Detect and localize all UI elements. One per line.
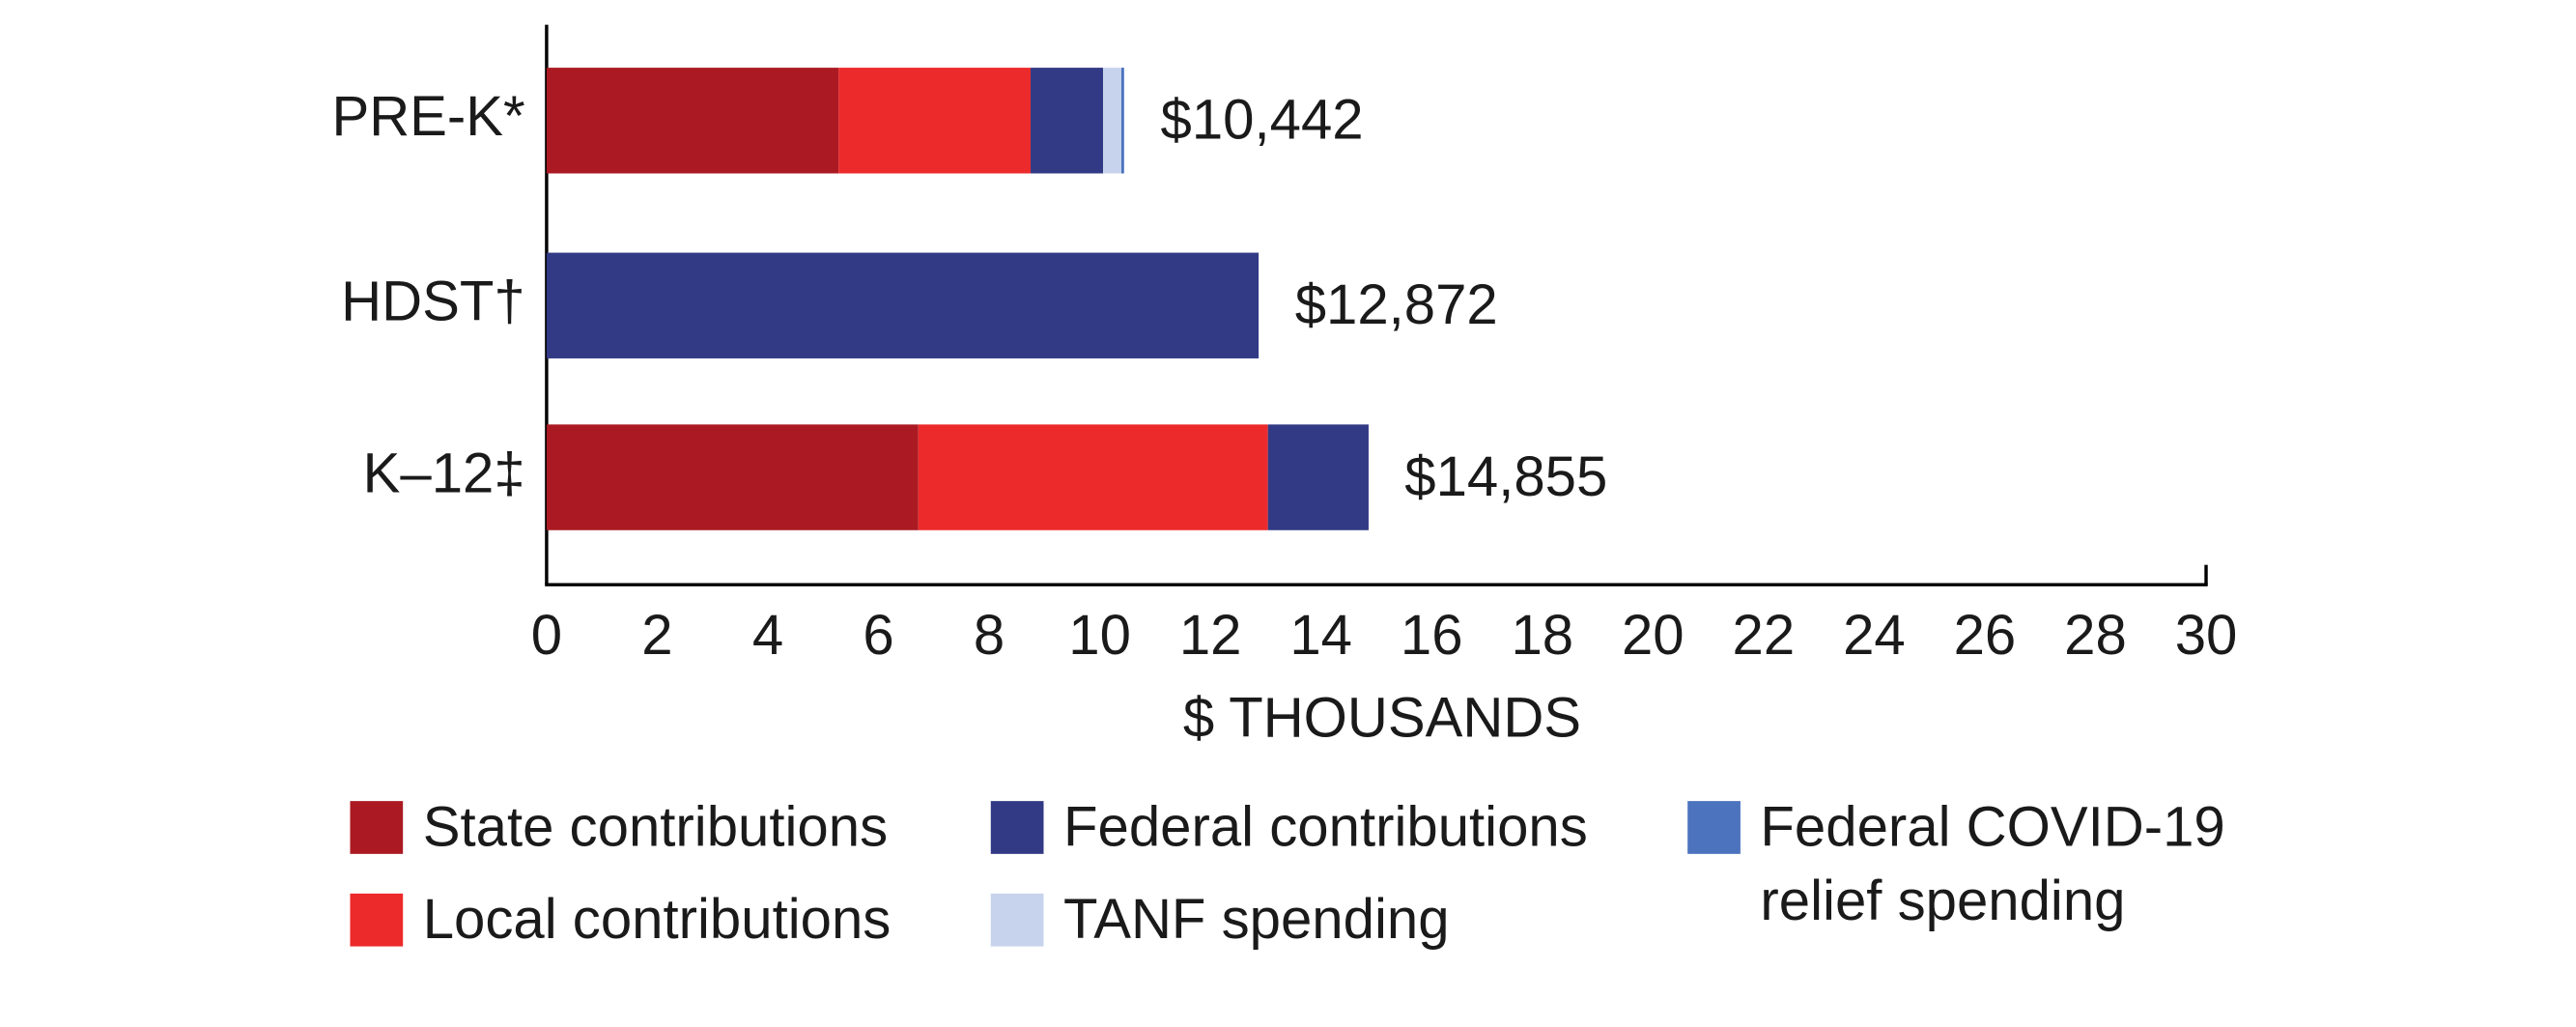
bar-segment <box>1103 68 1121 174</box>
legend-label: TANF spending <box>1063 888 1450 952</box>
legend-item: Federal contributions <box>1063 796 1588 859</box>
x-tick-label: 0 <box>531 604 562 667</box>
x-tick-label: 22 <box>1733 604 1796 667</box>
bar-segment <box>1031 68 1104 174</box>
legend-label: Federal contributions <box>1063 796 1588 859</box>
legend-swatch <box>990 893 1044 947</box>
bar-segment <box>546 424 919 530</box>
x-tick-label: 12 <box>1179 604 1242 667</box>
total-label: $12,872 <box>1295 273 1498 336</box>
x-tick-label: 8 <box>974 604 1005 667</box>
legend-item: State contributions <box>422 796 889 859</box>
x-tick-label: 20 <box>1622 604 1684 667</box>
bar-segment <box>918 424 1268 530</box>
x-tick-label: 2 <box>641 604 672 667</box>
x-tick-label: 26 <box>1954 604 2017 667</box>
legend-item: Local contributions <box>422 888 892 952</box>
total-label: $14,855 <box>1404 445 1607 508</box>
legend-label: Local contributions <box>422 888 892 952</box>
bar-segment <box>838 68 1032 174</box>
x-tick-label: 6 <box>863 604 893 667</box>
x-tick-label: 4 <box>752 604 783 667</box>
y-tick-label: PRE-K* <box>331 85 524 148</box>
legend-label: Federal COVID-19 relief spending <box>1760 796 2225 933</box>
bar-segment <box>1120 68 1124 174</box>
bar-segment <box>546 68 839 174</box>
x-tick-label: 16 <box>1401 604 1463 667</box>
legend-swatch <box>350 893 404 947</box>
y-tick-label: HDST† <box>341 271 525 333</box>
x-tick-label: 28 <box>2064 604 2127 667</box>
x-axis-title: $ THOUSANDS <box>1183 686 1581 749</box>
x-tick-label: 18 <box>1511 604 1573 667</box>
x-tick-label: 30 <box>2175 604 2238 667</box>
x-tick-label: 14 <box>1289 604 1352 667</box>
x-tick-label: 24 <box>1843 604 1906 667</box>
legend-item: Federal COVID-19 relief spending <box>1760 796 2225 933</box>
legend-item: TANF spending <box>1063 888 1450 952</box>
bar-segment <box>1267 424 1369 530</box>
legend-swatch <box>1687 801 1741 854</box>
x-tick-label: 10 <box>1068 604 1131 667</box>
y-tick-label: K–12‡ <box>363 442 525 504</box>
total-label: $10,442 <box>1161 89 1364 152</box>
bar-segment <box>546 252 1260 358</box>
legend-swatch <box>350 801 404 854</box>
legend-swatch <box>990 801 1044 854</box>
legend-label: State contributions <box>422 796 889 859</box>
